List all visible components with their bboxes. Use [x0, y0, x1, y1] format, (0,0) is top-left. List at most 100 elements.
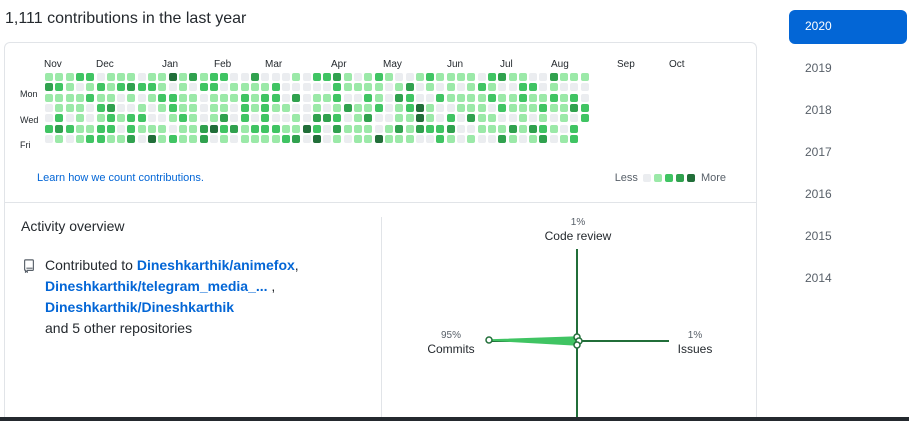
contribution-day-cell[interactable]	[230, 104, 238, 112]
contribution-day-cell[interactable]	[210, 114, 218, 122]
contribution-day-cell[interactable]	[127, 73, 135, 81]
contribution-day-cell[interactable]	[395, 114, 403, 122]
contribution-day-cell[interactable]	[519, 125, 527, 133]
contribution-day-cell[interactable]	[488, 114, 496, 122]
contribution-day-cell[interactable]	[107, 125, 115, 133]
contribution-day-cell[interactable]	[210, 73, 218, 81]
contribution-day-cell[interactable]	[364, 83, 372, 91]
contribution-day-cell[interactable]	[375, 104, 383, 112]
contribution-day-cell[interactable]	[395, 104, 403, 112]
contribution-day-cell[interactable]	[86, 114, 94, 122]
contribution-day-cell[interactable]	[426, 135, 434, 143]
contribution-day-cell[interactable]	[230, 114, 238, 122]
contribution-day-cell[interactable]	[261, 104, 269, 112]
contribution-day-cell[interactable]	[220, 94, 228, 102]
contribution-day-cell[interactable]	[385, 73, 393, 81]
contribution-day-cell[interactable]	[138, 135, 146, 143]
contribution-day-cell[interactable]	[55, 125, 63, 133]
contribution-day-cell[interactable]	[272, 104, 280, 112]
contribution-day-cell[interactable]	[292, 73, 300, 81]
contribution-day-cell[interactable]	[550, 114, 558, 122]
contribution-day-cell[interactable]	[529, 83, 537, 91]
contribution-day-cell[interactable]	[354, 94, 362, 102]
contribution-day-cell[interactable]	[478, 104, 486, 112]
contribution-day-cell[interactable]	[323, 135, 331, 143]
contribution-day-cell[interactable]	[210, 104, 218, 112]
contribution-day-cell[interactable]	[560, 125, 568, 133]
contribution-day-cell[interactable]	[395, 94, 403, 102]
repo-link-dineshkarthik[interactable]: Dineshkarthik/Dineshkarthik	[45, 299, 235, 315]
contribution-day-cell[interactable]	[66, 83, 74, 91]
contribution-day-cell[interactable]	[436, 94, 444, 102]
contribution-day-cell[interactable]	[66, 73, 74, 81]
contribution-day-cell[interactable]	[148, 94, 156, 102]
contribution-day-cell[interactable]	[220, 125, 228, 133]
contribution-day-cell[interactable]	[539, 125, 547, 133]
contribution-day-cell[interactable]	[560, 114, 568, 122]
contribution-day-cell[interactable]	[323, 94, 331, 102]
contribution-day-cell[interactable]	[241, 114, 249, 122]
contribution-day-cell[interactable]	[519, 83, 527, 91]
contribution-day-cell[interactable]	[539, 94, 547, 102]
contribution-day-cell[interactable]	[97, 83, 105, 91]
contribution-day-cell[interactable]	[447, 114, 455, 122]
contribution-day-cell[interactable]	[467, 94, 475, 102]
contribution-day-cell[interactable]	[148, 114, 156, 122]
contribution-day-cell[interactable]	[539, 135, 547, 143]
contribution-day-cell[interactable]	[179, 125, 187, 133]
contribution-day-cell[interactable]	[509, 83, 517, 91]
contribution-day-cell[interactable]	[467, 104, 475, 112]
contribution-day-cell[interactable]	[406, 135, 414, 143]
contribution-day-cell[interactable]	[539, 83, 547, 91]
contribution-day-cell[interactable]	[76, 104, 84, 112]
contribution-day-cell[interactable]	[323, 83, 331, 91]
contribution-day-cell[interactable]	[148, 125, 156, 133]
contribution-day-cell[interactable]	[303, 125, 311, 133]
contribution-day-cell[interactable]	[303, 73, 311, 81]
contribution-day-cell[interactable]	[230, 73, 238, 81]
contribution-day-cell[interactable]	[550, 73, 558, 81]
year-link-2019[interactable]: 2019	[805, 61, 832, 75]
contribution-day-cell[interactable]	[375, 114, 383, 122]
contribution-day-cell[interactable]	[158, 73, 166, 81]
contribution-day-cell[interactable]	[251, 104, 259, 112]
contribution-day-cell[interactable]	[138, 83, 146, 91]
contribution-day-cell[interactable]	[86, 104, 94, 112]
contribution-day-cell[interactable]	[344, 104, 352, 112]
contribution-day-cell[interactable]	[333, 125, 341, 133]
contribution-day-cell[interactable]	[169, 73, 177, 81]
contribution-day-cell[interactable]	[45, 83, 53, 91]
contribution-day-cell[interactable]	[169, 114, 177, 122]
contribution-day-cell[interactable]	[436, 104, 444, 112]
contribution-day-cell[interactable]	[86, 83, 94, 91]
contribution-day-cell[interactable]	[385, 83, 393, 91]
contribution-day-cell[interactable]	[272, 135, 280, 143]
contribution-day-cell[interactable]	[364, 94, 372, 102]
contribution-day-cell[interactable]	[375, 73, 383, 81]
contribution-day-cell[interactable]	[292, 135, 300, 143]
contribution-day-cell[interactable]	[158, 104, 166, 112]
contribution-day-cell[interactable]	[529, 94, 537, 102]
contribution-day-cell[interactable]	[488, 135, 496, 143]
year-link-2020[interactable]: 2020	[789, 10, 907, 44]
contribution-day-cell[interactable]	[272, 125, 280, 133]
contribution-day-cell[interactable]	[292, 125, 300, 133]
contribution-day-cell[interactable]	[406, 114, 414, 122]
contribution-day-cell[interactable]	[251, 125, 259, 133]
repo-link-animefox[interactable]: Dineshkarthik/animefox	[136, 257, 295, 273]
contribution-day-cell[interactable]	[416, 83, 424, 91]
contribution-day-cell[interactable]	[519, 104, 527, 112]
contribution-day-cell[interactable]	[333, 104, 341, 112]
contribution-day-cell[interactable]	[333, 114, 341, 122]
year-link-2017[interactable]: 2017	[805, 145, 832, 159]
contribution-day-cell[interactable]	[354, 83, 362, 91]
contribution-day-cell[interactable]	[581, 114, 589, 122]
contribution-day-cell[interactable]	[457, 73, 465, 81]
contribution-day-cell[interactable]	[478, 114, 486, 122]
contribution-day-cell[interactable]	[230, 94, 238, 102]
contribution-day-cell[interactable]	[97, 104, 105, 112]
contribution-day-cell[interactable]	[200, 135, 208, 143]
contribution-day-cell[interactable]	[76, 94, 84, 102]
contribution-day-cell[interactable]	[86, 125, 94, 133]
contribution-day-cell[interactable]	[416, 73, 424, 81]
